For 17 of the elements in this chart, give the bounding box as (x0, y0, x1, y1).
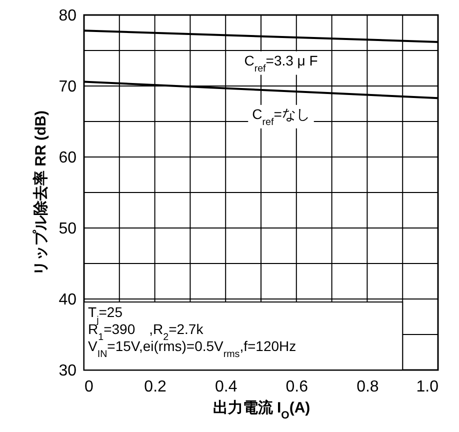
y-tick-label: 50 (58, 220, 77, 238)
series-label: C$_{ref}$=3.3 μ F (244, 52, 318, 74)
y-tick-label: 60 (58, 150, 77, 166)
x-tick-label: 0.4 (214, 378, 238, 396)
y-tick-label: 80 (58, 8, 77, 24)
y-tick-label: 30 (58, 362, 77, 380)
x-tick-label: 0.8 (356, 378, 379, 396)
x-tick-label: 0.6 (286, 378, 308, 396)
x-tick-label: 1.0 (416, 378, 439, 396)
series-label: C$_{ref}$=なし (252, 106, 310, 128)
x-axis-title: 出力電流 I$_{O}$(A) (212, 398, 310, 422)
y-axis-title: リップル除去率 RR (dB) (32, 110, 50, 276)
x-tick-label: 0 (84, 378, 94, 396)
annotation: T$_{j}$=25 (88, 304, 123, 326)
y-tick-label: 40 (58, 292, 77, 308)
x-tick-label: 0.2 (144, 378, 167, 396)
y-tick-label: 70 (58, 78, 77, 96)
